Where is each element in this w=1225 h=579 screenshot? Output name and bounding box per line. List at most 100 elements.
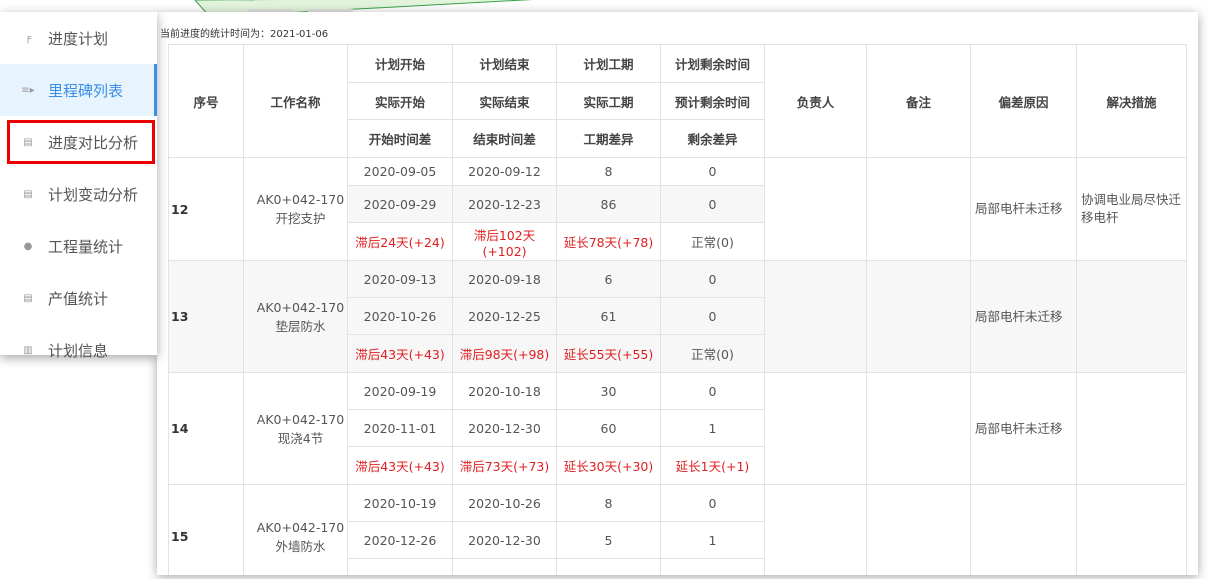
- diff-cell: 滞后98天(+98): [452, 334, 557, 374]
- actual-cell: 60: [556, 409, 661, 448]
- header-cell: 结束时间差: [452, 119, 557, 159]
- plan-cell: 2020-10-18: [452, 372, 557, 411]
- plan-cell: 0: [660, 372, 765, 411]
- measure-cell: [1076, 484, 1187, 575]
- header-cell: 计划结束: [452, 44, 557, 83]
- plan-cell: 2020-09-19: [347, 372, 453, 411]
- sidebar-item-1[interactable]: ≡▸ 里程碑列表: [0, 64, 157, 116]
- plan-cell: 6: [556, 260, 661, 299]
- diff-cell: 滞后73天(+73): [452, 446, 557, 486]
- owner-cell: [764, 484, 867, 575]
- reason-cell: [970, 484, 1077, 575]
- diff-cell: 延长1天(+1): [660, 446, 765, 486]
- diff-cell: 正常(0): [660, 222, 765, 262]
- reason-cell: 局部电杆未迁移: [970, 157, 1077, 262]
- bar-chart-icon: ▤: [23, 188, 33, 200]
- actual-cell: 2020-12-26: [347, 521, 453, 560]
- owner-cell: [764, 157, 867, 262]
- table-row: 13 AK0+042-170垫层防水 2020-09-13 2020-09-18 6 0 局…: [168, 260, 1187, 374]
- progress-comparison-table: 序号 工作名称 计划开始 计划结束 计划工期 计划剩余时间 负责人 备注 偏差原因 解决措施 实际开…: [168, 43, 1187, 575]
- sidebar-menu: ╒ 进度计划 ≡▸ 里程碑列表 ▤ 进度对比分析 ▤ 计划变动分析 ● 工程量统计 ▤ 产值统计 ▥ 计划…: [0, 12, 157, 360]
- actual-cell: 2020-10-26: [347, 297, 453, 336]
- table-row: 2020-09-29 2020-12-23 86 0: [169, 185, 1187, 224]
- diff-cell: 延长55天(+55): [556, 334, 661, 374]
- actual-cell: 2020-09-29: [347, 185, 453, 224]
- actual-cell: 2020-12-25: [452, 297, 557, 336]
- sidebar-item-label: 里程碑列表: [48, 81, 124, 100]
- table-row: 滞后24天(+24) 滞后102天(+102) 延长78天(+78) 正常(0): [169, 222, 1187, 262]
- header-cell: 剩余差异: [660, 119, 765, 159]
- diff-cell: [556, 558, 661, 575]
- header-cell: 开始时间差: [347, 119, 453, 159]
- pie-chart-icon: ●: [23, 240, 33, 252]
- seq-cell: 12: [168, 157, 244, 262]
- plan-cell: 2020-09-12: [452, 157, 557, 187]
- plan-cell: 2020-09-05: [347, 157, 453, 187]
- header-cell: 实际工期: [556, 81, 661, 121]
- remark-cell: [866, 484, 971, 575]
- header-cell: 工期差异: [556, 119, 661, 159]
- remark-cell: [866, 157, 971, 262]
- comparison-panel: 当前进度的统计时间为：2021-01-06 序号 工作名称 计划开始 计划结束 计划工期…: [157, 12, 1198, 575]
- seq-cell: 13: [168, 260, 244, 374]
- tab-stub[interactable]: [248, 9, 293, 13]
- plan-cell: 0: [660, 260, 765, 299]
- diff-cell: 滞后43天(+43): [347, 334, 453, 374]
- sidebar-item-6[interactable]: ▥ 计划信息: [0, 324, 157, 376]
- remark-cell: [866, 372, 971, 486]
- actual-cell: 61: [556, 297, 661, 336]
- plan-cell: 2020-10-26: [452, 484, 557, 523]
- header-cell: 实际结束: [452, 81, 557, 121]
- table-row: 2020-10-26 2020-12-25 61 0: [169, 297, 1187, 336]
- sidebar-item-label: 进度计划: [48, 29, 109, 48]
- diff-cell: [452, 558, 557, 575]
- bar-chart-icon: ▤: [23, 136, 33, 148]
- actual-cell: 2020-12-30: [452, 409, 557, 448]
- document-icon: ▥: [23, 344, 33, 356]
- header-remark: 备注: [866, 43, 971, 159]
- actual-cell: 2020-11-01: [347, 409, 453, 448]
- header-measure: 解决措施: [1076, 43, 1187, 159]
- plan-icon: ╒: [24, 32, 32, 44]
- plan-cell: 8: [556, 157, 661, 187]
- sidebar-item-2[interactable]: ▤ 进度对比分析: [7, 120, 155, 164]
- sidebar-item-4[interactable]: ● 工程量统计: [0, 220, 157, 272]
- plan-cell: 0: [660, 484, 765, 523]
- tab-stub[interactable]: [308, 9, 353, 13]
- diff-cell: [660, 558, 765, 575]
- measure-cell: 协调电业局尽快迁移电杆: [1076, 157, 1187, 262]
- plan-cell: 0: [660, 157, 765, 187]
- plan-cell: 2020-10-19: [347, 484, 453, 523]
- sidebar-item-0[interactable]: ╒ 进度计划: [0, 12, 157, 64]
- sidebar-item-label: 计划变动分析: [48, 185, 139, 204]
- plan-cell: 30: [556, 372, 661, 411]
- seq-cell: 15: [168, 484, 244, 575]
- table-row: 15 AK0+042-170外墙防水 2020-10-19 2020-10-26 8 0: [168, 484, 1187, 575]
- table-row: 滞后43天(+43) 滞后73天(+73) 延长30天(+30) 延长1天(+1): [169, 446, 1187, 486]
- plan-cell: 2020-09-13: [347, 260, 453, 299]
- milestone-icon: ≡▸: [21, 84, 35, 96]
- diff-cell: 滞后102天(+102): [452, 222, 557, 262]
- header-cell: 计划剩余时间: [660, 44, 765, 83]
- header-cell: 计划工期: [556, 44, 661, 83]
- sidebar-item-3[interactable]: ▤ 计划变动分析: [0, 168, 157, 220]
- table-row: 2020-12-26 2020-12-30 5 1: [169, 521, 1187, 560]
- diff-cell: 正常(0): [660, 334, 765, 374]
- header-owner: 负责人: [764, 43, 867, 159]
- header-cell: 计划开始: [347, 44, 453, 83]
- work-name-cell: AK0+042-170垫层防水: [243, 260, 348, 374]
- sidebar-item-label: 工程量统计: [48, 237, 124, 256]
- actual-cell: 2020-12-23: [452, 185, 557, 224]
- actual-cell: 0: [660, 297, 765, 336]
- diff-cell: 延长30天(+30): [556, 446, 661, 486]
- sidebar-item-label: 产值统计: [48, 289, 109, 308]
- header-cell: 实际开始: [347, 81, 453, 121]
- header-reason: 偏差原因: [970, 43, 1077, 159]
- actual-cell: 2020-12-30: [452, 521, 557, 560]
- sidebar-item-5[interactable]: ▤ 产值统计: [0, 272, 157, 324]
- actual-cell: 86: [556, 185, 661, 224]
- diff-cell: 滞后43天(+43): [347, 446, 453, 486]
- owner-cell: [764, 260, 867, 374]
- header-name: 工作名称: [243, 43, 348, 159]
- table-row: 2020-11-01 2020-12-30 60 1: [169, 409, 1187, 448]
